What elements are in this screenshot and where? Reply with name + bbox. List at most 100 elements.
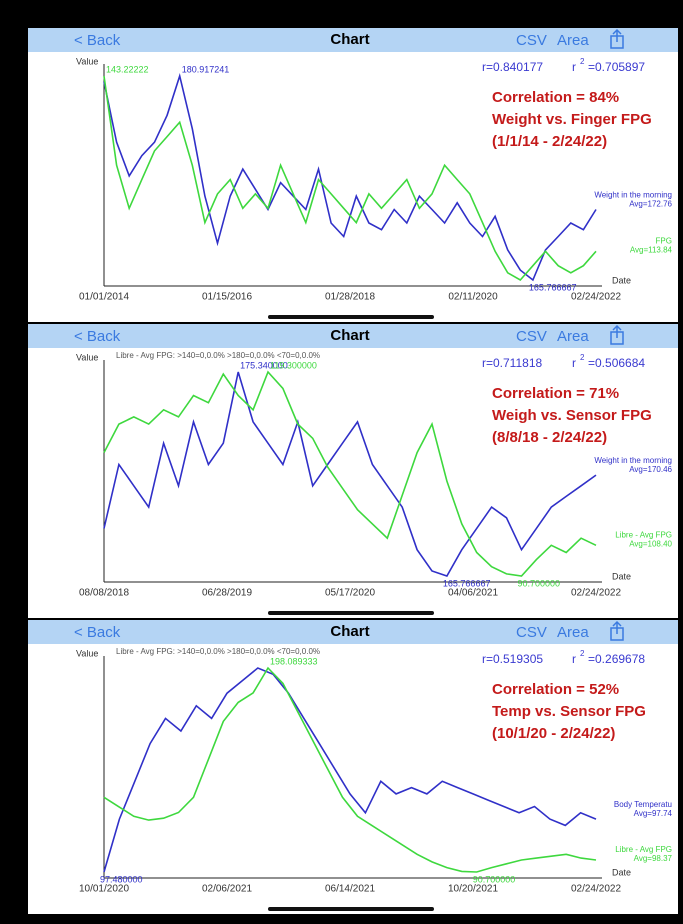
x-axis-label: Date [612,867,631,877]
peak-label: 143.22222 [106,64,149,74]
y-axis-label: Value [76,56,98,66]
area-button[interactable]: Area [557,328,589,345]
nav-title: Chart [330,31,369,48]
r2-power: 2 [580,649,585,658]
legend-avg: Avg=170.46 [629,465,672,474]
x-tick-label: 02/11/2020 [448,292,498,303]
r2-value: =0.269678 [588,652,645,666]
legend-name: Body Temperatu [614,800,672,809]
r2-symbol: r [572,652,576,666]
legend-name: FPG [656,236,672,245]
annotation: (10/1/20 - 2/24/22) [492,725,615,742]
x-tick-label: 02/24/2022 [571,292,621,303]
y-axis-label: Value [76,352,98,362]
nav-title: Chart [330,623,369,640]
stats-header: Libre - Avg FPG: >140=0,0.0% >180=0,0.0%… [116,647,320,656]
annotation: Temp vs. Sensor FPG [492,703,646,720]
home-indicator [268,907,434,911]
csv-button[interactable]: CSV [516,624,547,641]
x-tick-label: 01/15/2016 [202,292,252,303]
panel-bg [28,324,678,618]
peak-label: 119.300000 [270,360,317,370]
peak-label: 175.340000 [240,360,288,370]
series-line [103,75,597,282]
home-indicator [268,315,434,319]
x-tick-label: 02/06/2021 [202,884,252,895]
low-label: 90.700000 [473,874,516,884]
series-line [103,667,597,873]
legend-name: Weight in the morning [594,456,672,465]
x-tick-label: 02/24/2022 [571,588,621,599]
annotation: (1/1/14 - 2/24/22) [492,133,607,150]
share-button[interactable] [610,620,624,641]
r2-symbol: r [572,60,576,74]
back-button[interactable]: < Back [74,624,121,641]
legend-avg: Avg=172.76 [629,200,672,209]
legend-avg: Avg=98.37 [634,854,673,863]
area-button[interactable]: Area [557,32,589,49]
legend-avg: Avg=97.74 [634,809,673,818]
home-indicator [268,611,434,615]
peak-label: 180.917241 [182,64,230,74]
x-axis-label: Date [612,275,631,285]
x-tick-label: 08/08/2018 [79,588,129,599]
share-button[interactable] [610,324,624,345]
x-tick-label: 01/01/2014 [79,292,129,303]
r2-power: 2 [580,57,585,66]
share-icon [612,620,622,627]
x-tick-label: 01/28/2018 [325,292,375,303]
x-tick-label: 05/17/2020 [325,588,375,599]
annotation: Correlation = 71% [492,385,619,402]
r-value: r=0.519305 [482,652,543,666]
stats-header: Libre - Avg FPG: >140=0,0.0% >180=0,0.0%… [116,351,320,360]
r2-symbol: r [572,356,576,370]
back-button[interactable]: < Back [74,328,121,345]
x-tick-label: 10/01/2020 [79,884,129,895]
panel-bg [28,620,678,914]
panel: < Back Chart CSV Area Value Date Libre - Avg F… [28,324,678,618]
share-button[interactable] [610,28,624,49]
low-label: 165.766667 [529,282,577,292]
nav-bar [28,28,678,52]
share-icon [612,28,622,35]
x-tick-label: 06/14/2021 [325,884,375,895]
csv-button[interactable]: CSV [516,32,547,49]
csv-button[interactable]: CSV [516,328,547,345]
legend-name: Libre - Avg FPG [615,845,672,854]
series-line [103,370,597,577]
low-label: 90.700000 [517,578,560,588]
r2-value: =0.705897 [588,60,645,74]
share-icon [612,324,622,331]
annotation: (8/8/18 - 2/24/22) [492,429,607,446]
nav-bar [28,324,678,348]
area-button[interactable]: Area [557,624,589,641]
y-axis-label: Value [76,648,98,658]
series-line [103,666,597,873]
nav-title: Chart [330,327,369,344]
legend-avg: Avg=113.84 [630,245,673,254]
low-label: 97.480000 [100,874,143,884]
x-axis-label: Date [612,571,631,581]
x-tick-label: 06/28/2019 [202,588,252,599]
legend-name: Weight in the morning [594,191,672,200]
annotation: Weight vs. Finger FPG [492,111,652,128]
legend-avg: Avg=108.40 [629,539,672,548]
r2-power: 2 [580,353,585,362]
legend-name: Libre - Avg FPG [615,530,672,539]
r2-value: =0.506684 [588,356,645,370]
peak-label: 198.089333 [270,656,318,666]
panel: < Back Chart CSV Area Value Date r=0.840177 r 2 =… [28,28,678,322]
x-tick-label: 02/24/2022 [571,884,621,895]
r-value: r=0.840177 [482,60,543,74]
panel: < Back Chart CSV Area Value Date Libre - Avg F… [28,620,678,914]
annotation: Correlation = 52% [492,681,619,698]
series-line [103,371,597,577]
x-tick-label: 04/06/2021 [448,588,498,599]
back-button[interactable]: < Back [74,32,121,49]
nav-bar [28,620,678,644]
x-tick-label: 10/20/2021 [448,884,498,895]
annotation: Correlation = 84% [492,89,619,106]
r-value: r=0.711818 [482,356,542,370]
annotation: Weigh vs. Sensor FPG [492,407,652,424]
